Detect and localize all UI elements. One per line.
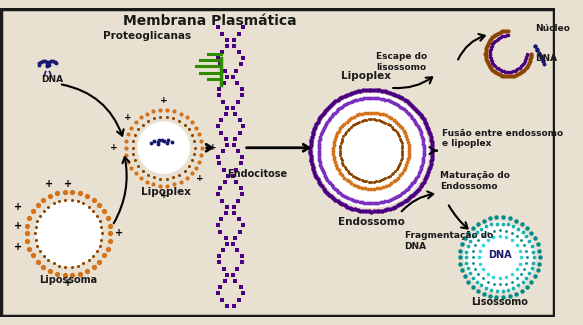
Text: Escape do
lisossomo: Escape do lisossomo	[376, 52, 427, 72]
Text: Fragmentação do
DNA: Fragmentação do DNA	[405, 231, 493, 251]
Circle shape	[474, 231, 526, 283]
Text: Proteoglicanas: Proteoglicanas	[104, 32, 192, 41]
Text: +: +	[65, 179, 73, 189]
Text: Lipoplex: Lipoplex	[342, 72, 392, 81]
Circle shape	[138, 122, 189, 173]
Text: DNA: DNA	[41, 75, 64, 84]
Text: Maturação do
Endossomo: Maturação do Endossomo	[440, 171, 510, 191]
Text: +: +	[160, 96, 167, 105]
Circle shape	[465, 222, 535, 292]
Text: Endocitose: Endocitose	[227, 169, 287, 179]
Text: +: +	[14, 202, 22, 212]
Text: +: +	[209, 143, 217, 152]
Text: +: +	[65, 278, 73, 288]
Text: Endossomo: Endossomo	[338, 217, 405, 227]
Text: Núcleo: Núcleo	[535, 24, 570, 33]
Text: +: +	[115, 228, 123, 239]
Text: +: +	[14, 221, 22, 231]
Text: DNA: DNA	[535, 54, 557, 63]
Text: +: +	[14, 242, 22, 252]
Circle shape	[315, 94, 428, 207]
Text: Lipossoma: Lipossoma	[40, 275, 97, 285]
Text: +: +	[124, 113, 131, 122]
Text: DNA: DNA	[488, 250, 511, 260]
Text: Fusão entre endossomo
e lipoplex: Fusão entre endossomo e lipoplex	[442, 128, 563, 148]
Text: +: +	[110, 143, 118, 152]
Text: Lisossomo: Lisossomo	[471, 297, 528, 307]
Circle shape	[339, 119, 403, 183]
Text: Lipoplex: Lipoplex	[141, 187, 191, 197]
Circle shape	[36, 201, 101, 266]
Text: +: +	[45, 179, 54, 189]
Text: +: +	[160, 191, 167, 200]
Text: +: +	[196, 174, 203, 183]
Text: Membrana Plasmática: Membrana Plasmática	[122, 14, 296, 28]
